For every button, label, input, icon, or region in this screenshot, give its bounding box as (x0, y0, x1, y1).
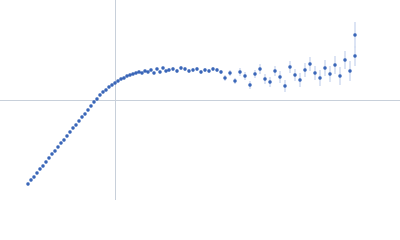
data-point (238, 70, 242, 74)
data-point (74, 123, 78, 127)
data-point (191, 68, 195, 72)
data-point (155, 67, 159, 71)
data-point (323, 66, 327, 70)
chart (0, 0, 400, 200)
data-point (228, 71, 232, 75)
data-point (268, 80, 272, 84)
data-point (187, 69, 191, 73)
data-point (195, 67, 199, 71)
data-point (219, 70, 223, 74)
data-point (125, 74, 129, 78)
data-point (171, 67, 175, 71)
data-point (338, 74, 342, 78)
data-point (313, 71, 317, 75)
data-point (80, 115, 84, 119)
data-point (68, 130, 72, 134)
data-point (348, 69, 352, 73)
data-point (207, 69, 211, 73)
data-point (89, 104, 93, 108)
data-point (233, 79, 237, 83)
data-point (86, 108, 90, 112)
data-point (104, 88, 108, 92)
data-point (77, 119, 81, 123)
data-point (167, 68, 171, 72)
data-point (50, 152, 54, 156)
data-point (83, 112, 87, 116)
data-point (119, 77, 123, 81)
data-point (35, 171, 39, 175)
data-point (41, 164, 45, 168)
data-point (113, 81, 117, 85)
data-point (253, 72, 257, 76)
data-point (32, 175, 36, 179)
data-point (137, 70, 141, 74)
data-point (248, 83, 252, 87)
data-point (110, 83, 114, 87)
data-point (149, 68, 153, 72)
data-point (211, 67, 215, 71)
data-point (95, 97, 99, 101)
data-point (146, 70, 150, 74)
data-point (143, 69, 147, 73)
data-point (343, 58, 347, 62)
data-point (29, 178, 33, 182)
data-point (44, 160, 48, 164)
data-point (215, 68, 219, 72)
data-point (71, 126, 75, 130)
data-point (53, 149, 57, 153)
data-point (62, 138, 66, 142)
data-point (318, 76, 322, 80)
data-point (101, 90, 105, 94)
data-point (65, 134, 69, 138)
data-point (203, 68, 207, 72)
data-point (283, 84, 287, 88)
data-point (158, 70, 162, 74)
data-point (98, 93, 102, 97)
data-point (179, 66, 183, 70)
data-point (303, 68, 307, 72)
data-point (128, 73, 132, 77)
data-point (140, 71, 144, 75)
data-point (56, 145, 60, 149)
data-point (243, 74, 247, 78)
data-point (199, 70, 203, 74)
data-point (134, 71, 138, 75)
data-point (298, 78, 302, 82)
data-point (122, 76, 126, 80)
data-point (38, 167, 42, 171)
data-point (308, 62, 312, 66)
data-point (92, 100, 96, 104)
data-point (107, 85, 111, 89)
data-point (328, 72, 332, 76)
data-point (278, 75, 282, 79)
data-point (152, 71, 156, 75)
data-point (223, 76, 227, 80)
data-point (273, 69, 277, 73)
data-point (161, 66, 165, 70)
data-point (26, 182, 30, 186)
data-point (183, 67, 187, 71)
data-point (353, 33, 357, 37)
data-point (47, 156, 51, 160)
data-point (59, 141, 63, 145)
data-point (131, 72, 135, 76)
data-point (293, 73, 297, 77)
data-point (116, 79, 120, 83)
data-point (164, 69, 168, 73)
data-point (258, 67, 262, 71)
data-point (175, 69, 179, 73)
data-point (353, 54, 357, 58)
data-point (288, 65, 292, 69)
data-point (333, 63, 337, 67)
data-point (263, 77, 267, 81)
